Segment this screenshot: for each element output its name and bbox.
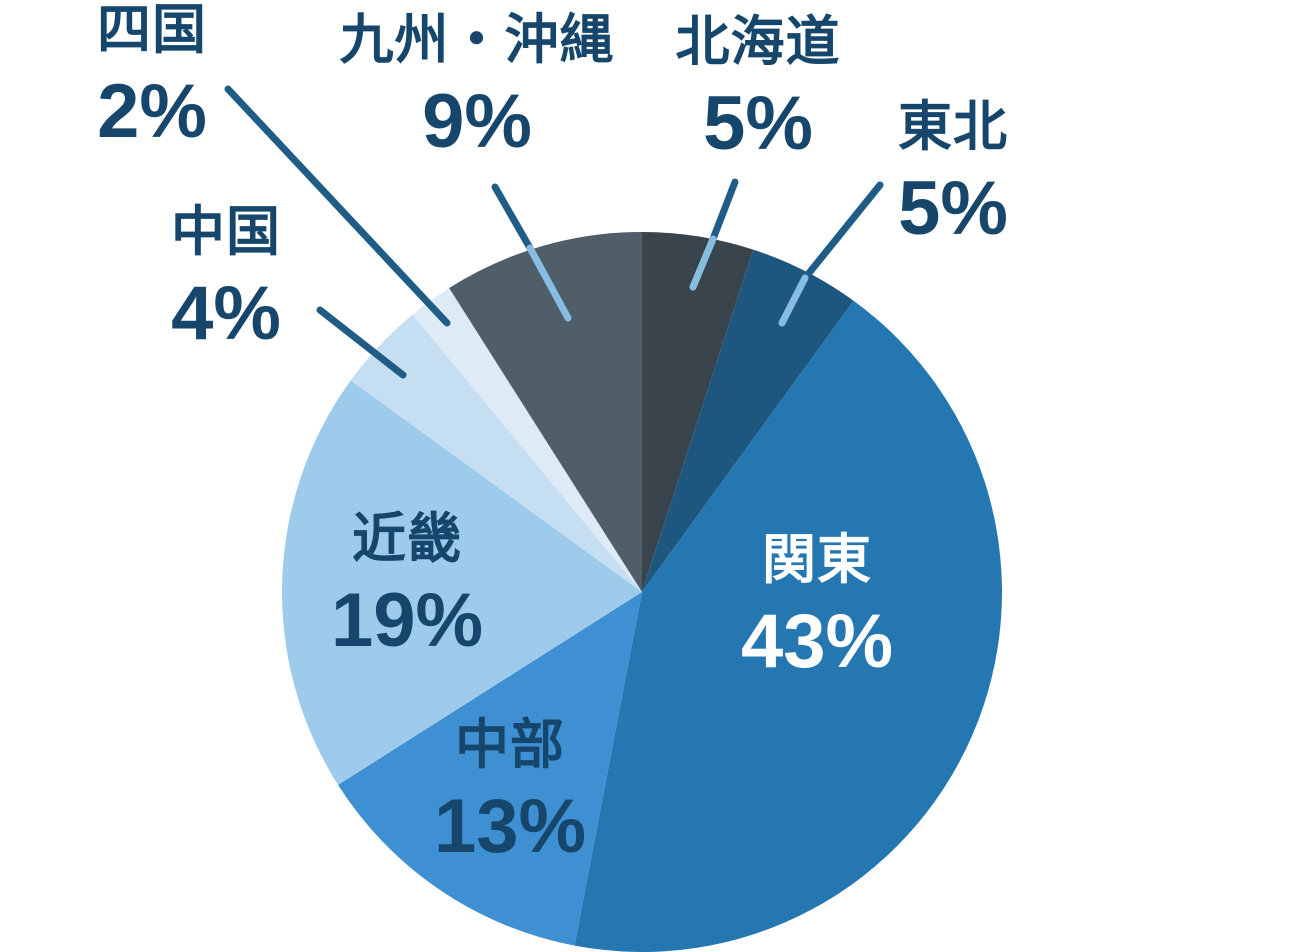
leader-line-kyushu-okinawa-2 — [526, 244, 572, 322]
pie-slice-hokkaido — [642, 232, 754, 592]
leader-line-hokkaido-1 — [709, 178, 739, 243]
leader-line-chugoku — [316, 306, 407, 379]
pie-slice-kyushu-okinawa — [449, 232, 642, 592]
leader-line-shikoku — [224, 85, 451, 327]
pie-slice-tohoku — [642, 249, 854, 592]
pie-slice-shikoku — [412, 288, 642, 592]
pie-slice-kinki — [281, 380, 642, 785]
leader-line-tohoku-1 — [801, 181, 884, 282]
leader-line-tohoku-2 — [778, 274, 809, 327]
pie-slice-kanto — [574, 300, 1002, 952]
leader-line-kyushu-okinawa-1 — [491, 183, 534, 252]
pie-slice-chubu — [338, 592, 642, 946]
leader-line-hokkaido-2 — [689, 235, 717, 291]
pie-slice-chugoku — [350, 314, 642, 592]
